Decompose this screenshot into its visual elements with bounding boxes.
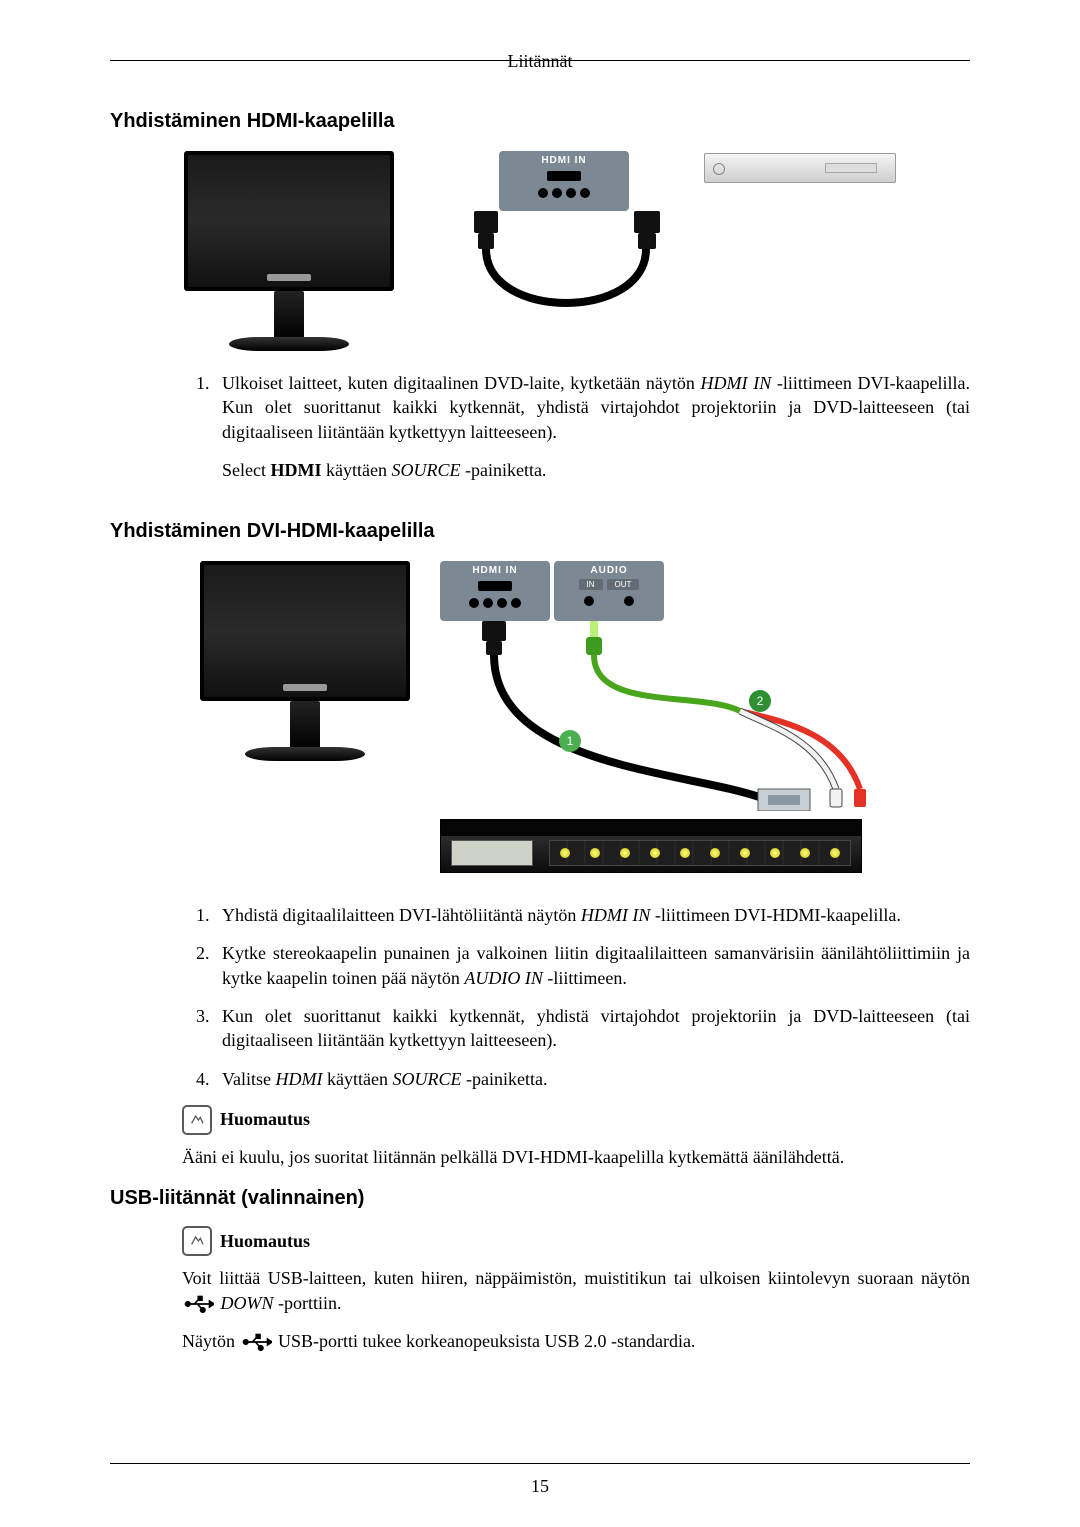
dvi-li-4: Valitse HDMI käyttäen SOURCE -painiketta…: [214, 1067, 970, 1091]
dvi-li-1: Yhdistä digitaalilaitteen DVI-lähtöliitä…: [214, 903, 970, 927]
dvd-player-illustration: [704, 153, 896, 183]
heading-dvi-hdmi: Yhdistäminen DVI-HDMI-kaapelilla: [110, 520, 970, 543]
note-icon: [182, 1226, 212, 1256]
note-label: Huomautus: [220, 1109, 310, 1130]
note-label: Huomautus: [220, 1231, 310, 1252]
dvi-ordered-list: Yhdistä digitaalilaitteen DVI-lähtöliitä…: [182, 903, 970, 1091]
dvi-li-3: Kun olet suorittanut kaikki kytkennät, y…: [214, 1004, 970, 1053]
hdmi-after-para: Select HDMI käyttäen SOURCE -painiketta.: [222, 458, 970, 482]
usb-body: Huomautus Voit liittää USB-laitteen, kut…: [182, 1226, 970, 1357]
hdmi-in-panel: HDMI IN: [440, 561, 550, 621]
usb-icon: [242, 1333, 272, 1357]
dvi-li-2: Kytke stereokaapelin punainen ja valkoin…: [214, 941, 970, 990]
dvi-right-column: HDMI IN AUDIO IN OUT: [440, 561, 880, 873]
figure-dvi-hdmi: HDMI IN AUDIO IN OUT: [110, 561, 970, 873]
monitor-illustration: [184, 151, 394, 341]
svg-text:2: 2: [757, 694, 764, 708]
footer-rule: [110, 1463, 970, 1464]
hdmi-cable-illustration: [434, 211, 694, 331]
monitor-illustration-2: [200, 561, 410, 751]
page-number: 15: [0, 1476, 1080, 1497]
note-icon: [182, 1105, 212, 1135]
heading-usb: USB-liitännät (valinnainen): [110, 1187, 970, 1210]
page: Liitännät Yhdistäminen HDMI-kaapelilla H…: [0, 0, 1080, 1527]
hdmi-in-label: HDMI IN: [505, 155, 623, 166]
hdmi-ordered-list: Ulkoiset laitteet, kuten digitaalinen DV…: [182, 371, 970, 482]
heading-hdmi: Yhdistäminen HDMI-kaapelilla: [110, 110, 970, 133]
running-head: Liitännät: [110, 51, 970, 72]
dvd-player-column: [704, 151, 896, 183]
note-text-dvi: Ääni ei kuulu, jos suoritat liitännän pe…: [182, 1145, 970, 1169]
text-italic: HDMI IN: [701, 373, 772, 393]
svg-text:1: 1: [567, 734, 574, 748]
dvd-back-panel: [440, 819, 862, 873]
audio-panel: AUDIO IN OUT: [554, 561, 664, 621]
usb-para-2: Näytön USB-portti tukee korkeanopeuksist…: [182, 1329, 970, 1357]
header-wrap: Liitännät: [110, 60, 970, 72]
dvi-body: Yhdistä digitaalilaitteen DVI-lähtöliitä…: [182, 903, 970, 1169]
text: Ulkoiset laitteet, kuten digitaalinen DV…: [222, 373, 701, 393]
figure-hdmi: HDMI IN: [110, 151, 970, 341]
usb-para-1: Voit liittää USB-laitteen, kuten hiiren,…: [182, 1266, 970, 1319]
hdmi-body: Ulkoiset laitteet, kuten digitaalinen DV…: [182, 371, 970, 482]
hdmi-list-item-1: Ulkoiset laitteet, kuten digitaalinen DV…: [214, 371, 970, 482]
dvi-cable-illustration: 1 2: [440, 621, 880, 811]
usb-icon: [184, 1295, 214, 1319]
note-row-usb: Huomautus: [182, 1226, 970, 1256]
hdmi-port-column: HDMI IN: [434, 151, 694, 331]
note-row-dvi: Huomautus: [182, 1105, 970, 1135]
